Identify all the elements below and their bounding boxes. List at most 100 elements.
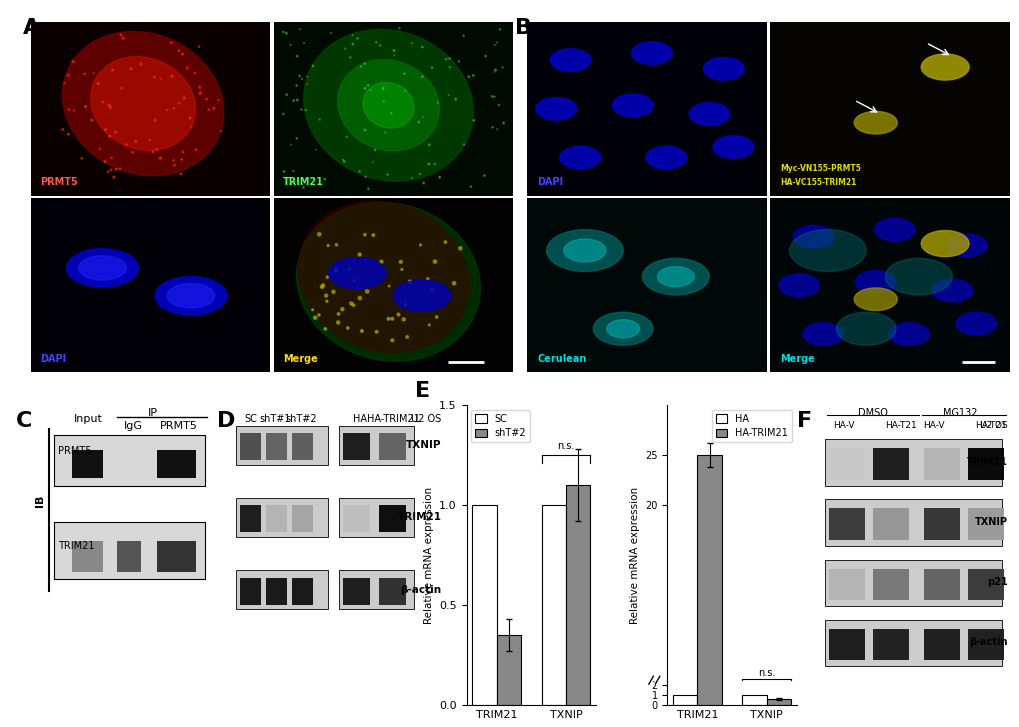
Point <box>488 36 504 48</box>
Point <box>305 60 321 72</box>
Point <box>304 304 320 316</box>
Point <box>441 53 458 65</box>
Point <box>437 53 453 65</box>
Point <box>342 52 359 63</box>
Point <box>426 256 442 268</box>
Point <box>210 95 226 106</box>
Point <box>348 33 365 44</box>
Point <box>368 36 384 48</box>
FancyBboxPatch shape <box>266 577 287 605</box>
FancyBboxPatch shape <box>828 569 864 600</box>
Text: β-actin: β-actin <box>400 585 441 595</box>
Point <box>171 45 187 57</box>
FancyBboxPatch shape <box>923 629 960 660</box>
Ellipse shape <box>873 218 914 241</box>
Point <box>282 39 299 51</box>
Text: TXNIP: TXNIP <box>406 441 441 450</box>
Ellipse shape <box>689 103 729 125</box>
Ellipse shape <box>559 146 600 169</box>
Point <box>311 228 327 240</box>
Point <box>159 104 175 116</box>
Point <box>97 156 113 168</box>
Point <box>124 146 141 158</box>
Ellipse shape <box>606 320 639 338</box>
Point <box>107 126 123 138</box>
Polygon shape <box>363 83 414 128</box>
Point <box>336 43 353 55</box>
Point <box>414 41 430 53</box>
Ellipse shape <box>836 313 896 345</box>
FancyBboxPatch shape <box>72 542 103 571</box>
Point <box>395 68 412 79</box>
Point <box>354 325 370 337</box>
Text: Merge: Merge <box>283 353 318 364</box>
Text: TRIM21: TRIM21 <box>966 457 1007 467</box>
Point <box>455 30 472 41</box>
Text: HA-T21: HA-T21 <box>974 422 1006 430</box>
Point <box>318 290 334 302</box>
FancyBboxPatch shape <box>378 433 406 460</box>
Point <box>384 334 400 346</box>
Point <box>345 275 362 286</box>
Point <box>108 164 124 175</box>
Point <box>368 326 384 337</box>
Ellipse shape <box>789 230 865 271</box>
Point <box>431 172 447 183</box>
Point <box>450 55 467 67</box>
Ellipse shape <box>546 230 623 271</box>
Point <box>176 92 193 104</box>
Point <box>186 67 203 79</box>
Point <box>412 239 428 251</box>
Ellipse shape <box>593 313 652 345</box>
Point <box>166 159 182 171</box>
FancyBboxPatch shape <box>872 569 908 600</box>
Point <box>192 81 208 93</box>
Text: SC: SC <box>244 414 257 424</box>
Point <box>95 96 111 108</box>
Point <box>92 143 108 155</box>
Point <box>192 87 208 99</box>
Polygon shape <box>337 60 439 150</box>
FancyBboxPatch shape <box>292 505 313 532</box>
Point <box>173 153 190 165</box>
Point <box>384 313 400 324</box>
Point <box>285 95 302 106</box>
Bar <box>742 695 766 705</box>
Point <box>440 89 457 101</box>
Point <box>319 295 335 307</box>
Point <box>486 39 502 51</box>
Point <box>65 56 82 68</box>
Point <box>491 23 507 35</box>
Ellipse shape <box>802 323 843 345</box>
Point <box>317 323 333 334</box>
Point <box>101 130 117 142</box>
FancyBboxPatch shape <box>72 450 103 478</box>
Point <box>352 249 368 260</box>
Point <box>386 49 403 61</box>
Point <box>65 105 82 116</box>
Text: HA-V: HA-V <box>833 422 854 430</box>
Point <box>171 97 187 109</box>
Point <box>163 37 179 49</box>
Point <box>86 67 102 79</box>
Point <box>118 139 135 150</box>
Point <box>73 153 90 164</box>
Text: B: B <box>515 18 532 39</box>
FancyBboxPatch shape <box>967 449 1003 480</box>
Ellipse shape <box>155 276 226 315</box>
Point <box>455 139 472 150</box>
FancyBboxPatch shape <box>923 569 960 600</box>
FancyBboxPatch shape <box>338 570 414 609</box>
Point <box>429 97 445 108</box>
Text: DAPI: DAPI <box>536 177 562 187</box>
Point <box>127 136 144 148</box>
Point <box>142 134 158 145</box>
Polygon shape <box>91 57 196 150</box>
Point <box>379 169 395 180</box>
Point <box>181 113 198 124</box>
Point <box>360 79 376 91</box>
Point <box>477 50 493 62</box>
Point <box>289 95 306 106</box>
Point <box>495 117 512 129</box>
Point <box>294 182 311 193</box>
